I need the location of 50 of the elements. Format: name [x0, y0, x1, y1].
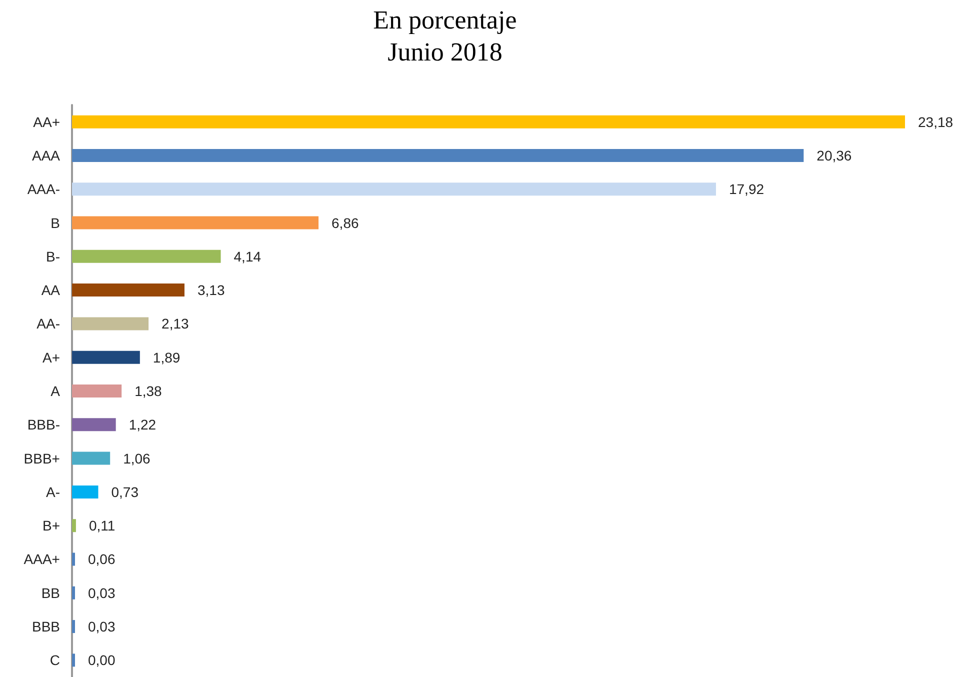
- bar: [72, 148, 804, 162]
- data-label: 23,18: [918, 114, 954, 130]
- y-tick-label: BBB: [32, 618, 60, 635]
- data-label: 2,13: [162, 316, 190, 332]
- bar: [72, 250, 221, 263]
- y-tick-label: A-: [46, 484, 60, 500]
- bar: [72, 384, 122, 398]
- y-tick-label: AAA: [32, 147, 61, 164]
- data-label: 0,11: [88, 518, 116, 534]
- y-tick-label: BB: [41, 584, 60, 601]
- data-label: 0,03: [88, 584, 116, 601]
- bar: [72, 182, 716, 196]
- bar: [72, 115, 905, 128]
- bar: [72, 350, 140, 364]
- y-tick-label: AA-: [36, 316, 60, 332]
- data-label: 0,00: [88, 652, 116, 668]
- bar: [72, 317, 149, 330]
- bar: [72, 216, 319, 230]
- chart-subtitle: Junio 2018: [388, 38, 502, 66]
- bar: [72, 485, 98, 498]
- data-label: 1,38: [134, 383, 162, 399]
- data-label: 1,06: [123, 450, 151, 466]
- data-label: 0,03: [88, 618, 116, 635]
- data-label: 3,13: [197, 282, 225, 298]
- y-tick-label: B-: [46, 248, 60, 264]
- y-tick-label: AAA-: [27, 181, 60, 198]
- y-tick-label: BBB-: [27, 416, 60, 433]
- y-tick-label: C: [50, 652, 60, 668]
- data-label: 4,14: [234, 248, 262, 264]
- data-label: 1,22: [128, 416, 156, 433]
- data-label: 6,86: [332, 214, 359, 231]
- y-tick-label: A+: [42, 349, 60, 366]
- y-tick-label: B: [50, 214, 60, 231]
- data-label: 0,73: [111, 484, 139, 500]
- y-tick-label: AA+: [33, 114, 60, 130]
- bar: [72, 284, 184, 297]
- chart-title: En porcentaje: [373, 6, 517, 34]
- y-tick-label: A: [50, 383, 61, 399]
- data-label: 20,36: [816, 147, 852, 164]
- y-tick-label: AAA+: [24, 551, 60, 568]
- data-label: 17,92: [728, 181, 764, 198]
- bar: [72, 552, 75, 566]
- bar: [72, 452, 110, 465]
- bar: [72, 519, 76, 532]
- data-label: 1,89: [152, 349, 180, 366]
- y-tick-label: B+: [42, 518, 60, 534]
- y-tick-label: BBB+: [24, 450, 60, 466]
- data-label: 0,06: [88, 551, 116, 568]
- y-tick-label: AA: [41, 282, 61, 298]
- bar: [72, 418, 116, 432]
